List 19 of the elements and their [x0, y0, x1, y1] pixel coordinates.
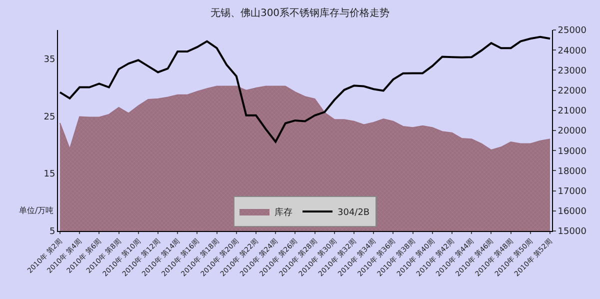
y-tick-label: 35 [44, 54, 56, 65]
y2-tick-label: 22000 [558, 86, 587, 96]
y2-tick-label: 16000 [558, 207, 587, 218]
y2-tick-label: 23000 [558, 66, 587, 76]
y-tick-label: 5 [49, 227, 56, 238]
y2-tick-label: 19000 [558, 146, 587, 157]
y-tick-label: 25 [44, 112, 56, 122]
text: 单位/万吨 [19, 206, 54, 215]
legend-label: 304/2B [338, 208, 370, 218]
chart-title: 无锡、佛山300系不锈钢库存与价格走势 [210, 6, 390, 19]
legend-label: 库存 [274, 206, 292, 218]
y2-tick-label: 18000 [558, 166, 587, 177]
y2-tick-label: 15000 [558, 227, 587, 238]
y2-tick-label: 20000 [558, 126, 587, 137]
y-tick-label: 15 [44, 170, 56, 180]
y2-tick-label: 24000 [558, 46, 587, 56]
y2-tick-label: 21000 [558, 106, 587, 117]
y2-tick-label: 25000 [558, 26, 587, 36]
y2-tick-label: 17000 [558, 186, 587, 197]
